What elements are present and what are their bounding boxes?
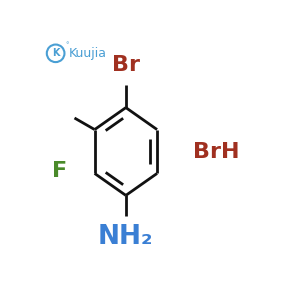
Text: BrH: BrH bbox=[193, 142, 240, 161]
Text: K: K bbox=[52, 48, 59, 58]
Text: °: ° bbox=[66, 42, 69, 48]
Text: Br: Br bbox=[112, 55, 140, 75]
Text: Kuujia: Kuujia bbox=[69, 47, 107, 60]
Text: NH₂: NH₂ bbox=[98, 224, 154, 250]
Text: F: F bbox=[52, 161, 67, 181]
